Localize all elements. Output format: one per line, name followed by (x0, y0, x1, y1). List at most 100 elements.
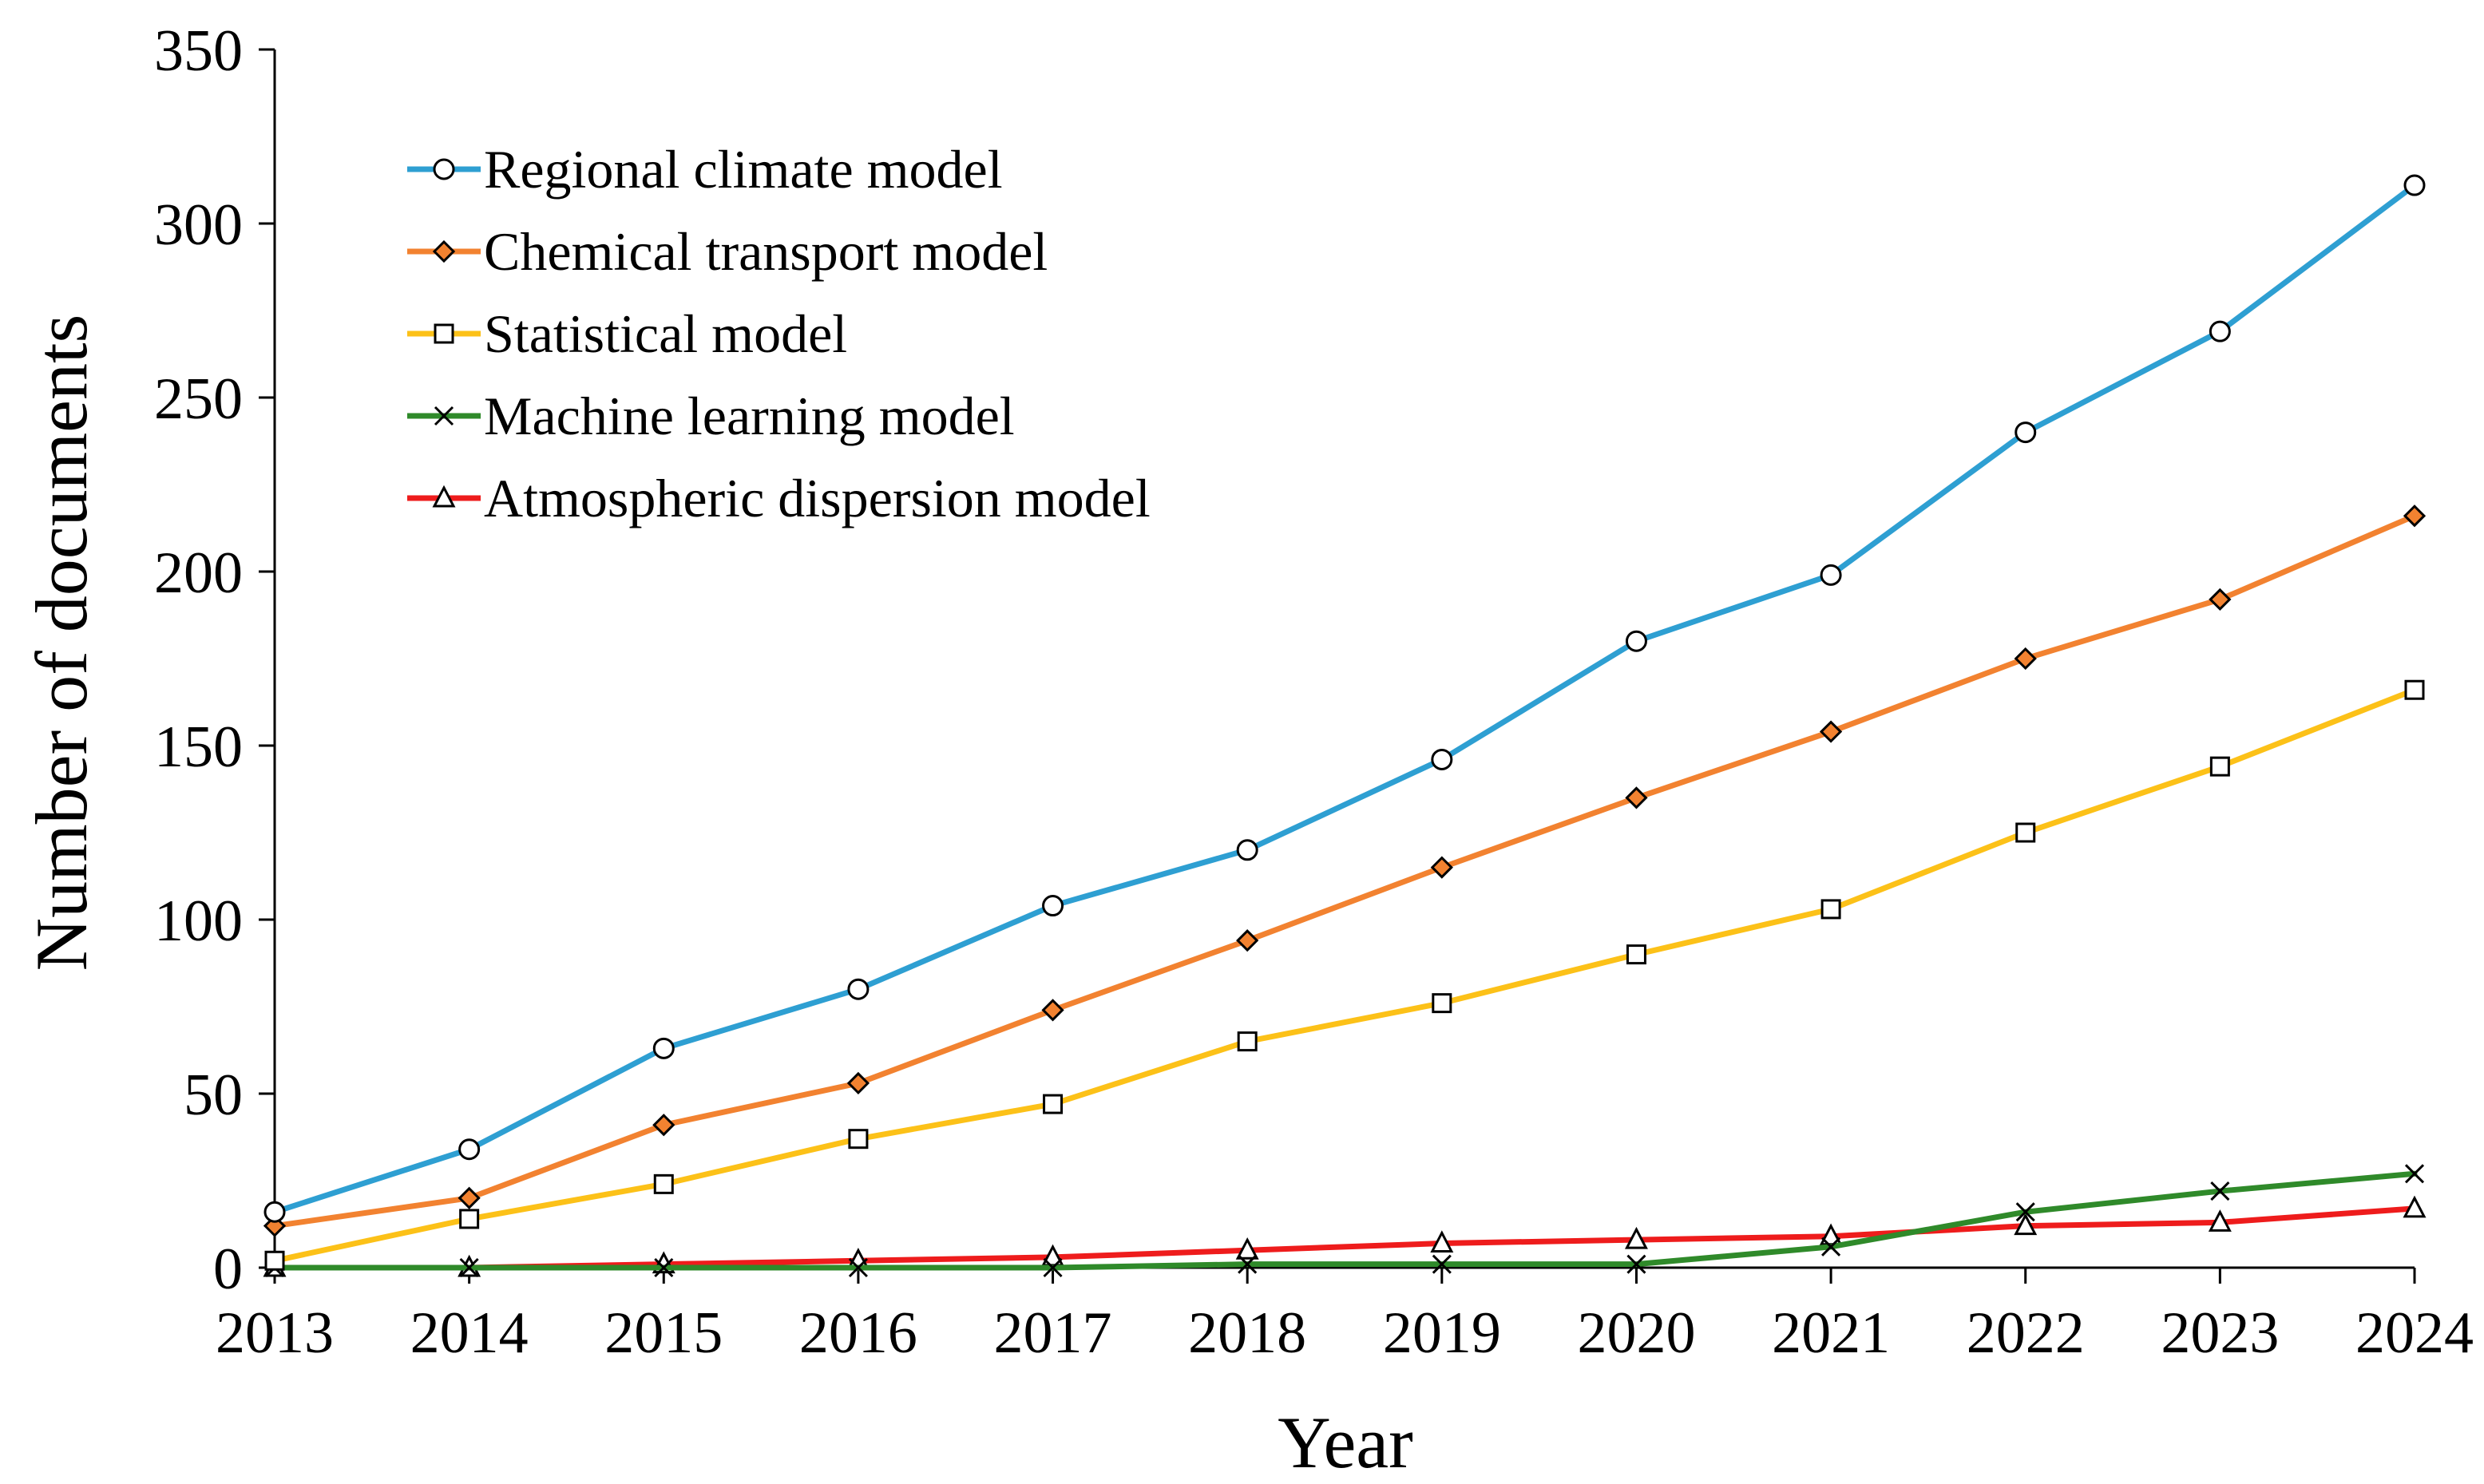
data-point (2403, 505, 2427, 528)
data-point (459, 1257, 479, 1278)
data-point (1432, 1254, 1452, 1274)
data-point (459, 1209, 480, 1229)
data-point (848, 1129, 869, 1150)
series-machine-learning-model (264, 1164, 2425, 1278)
data-point (847, 978, 870, 1000)
legend: Regional climate model Chemical transport… (407, 139, 1151, 528)
data-point (2208, 1209, 2232, 1232)
data-point (1625, 630, 1647, 652)
data-point (2015, 421, 2037, 444)
data-point (2209, 320, 2231, 342)
y-tick-label: 250 (154, 366, 243, 432)
x-tick-label: 2023 (2161, 1300, 2279, 1366)
x-tick-label: 2017 (994, 1300, 1112, 1366)
y-tick-label: 350 (154, 18, 243, 84)
x-tick-label: 2013 (216, 1300, 334, 1366)
series-line (271, 182, 2418, 1215)
series-chemical-transport-model (263, 505, 2427, 1237)
data-point (1431, 748, 1453, 770)
legend-label: Statistical model (484, 303, 847, 364)
data-point (2209, 588, 2232, 611)
data-point (1237, 1031, 1258, 1052)
legend-marker (434, 323, 454, 344)
data-point (1430, 856, 1453, 879)
data-point (1041, 999, 1064, 1022)
data-point (848, 1257, 868, 1278)
data-point (2015, 822, 2036, 843)
legend-item: Statistical model (407, 303, 847, 364)
legend-label: Chemical transport model (484, 221, 1048, 282)
y-tick-label: 200 (154, 540, 243, 606)
data-point (1624, 1226, 1648, 1249)
data-point (2404, 1164, 2425, 1184)
data-point (2014, 1213, 2038, 1236)
data-point (1432, 993, 1452, 1014)
legend-item: Chemical transport model (407, 221, 1048, 282)
data-point (1820, 899, 1841, 920)
legend-item: Regional climate model (407, 139, 1003, 200)
legend-label: Atmospheric dispersion model (484, 468, 1151, 528)
x-tick-label: 2022 (1967, 1300, 2085, 1366)
data-point (653, 1173, 674, 1194)
x-tick-label: 2021 (1772, 1300, 1890, 1366)
y-tick-label: 0 (213, 1237, 243, 1302)
legend-item: Atmospheric dispersion model (407, 468, 1151, 528)
series-line (271, 512, 2418, 1229)
data-point (1430, 1230, 1454, 1252)
y-tick-label: 150 (154, 714, 243, 780)
x-tick-label: 2019 (1383, 1300, 1501, 1366)
x-tick-label: 2015 (604, 1300, 723, 1366)
data-point (2210, 1181, 2230, 1201)
series-regional-climate-model (263, 174, 2426, 1223)
x-tick-label: 2018 (1188, 1300, 1306, 1366)
data-point (2015, 1202, 2035, 1222)
y-tick-label: 300 (154, 192, 243, 258)
data-point (1043, 1257, 1063, 1278)
data-point (1236, 929, 1259, 952)
data-point (2404, 679, 2425, 700)
data-point (654, 1257, 674, 1278)
data-point (264, 1250, 285, 1271)
series-line (271, 1170, 2418, 1271)
data-point (1043, 1094, 1064, 1114)
y-tick-label: 50 (184, 1063, 243, 1128)
data-point (1820, 564, 1842, 586)
x-axis-title: Year (1278, 1402, 1413, 1483)
data-point (1626, 944, 1646, 965)
legend-label: Machine learning model (484, 386, 1015, 446)
data-point (1235, 1237, 1259, 1260)
data-point (2403, 174, 2426, 196)
data-point (1626, 1254, 1646, 1274)
series-statistical-model (264, 679, 2425, 1271)
legend-marker (432, 485, 456, 508)
data-point (2014, 647, 2037, 671)
data-point (2403, 1195, 2427, 1218)
axes: 0 50 100 150 200 250 300 350 2013 2014 2015 2016 201… (154, 18, 2474, 1366)
legend-marker (434, 406, 454, 426)
legend-marker (432, 239, 456, 263)
data-point (1042, 895, 1064, 917)
series-group (263, 174, 2427, 1278)
data-point (263, 1201, 286, 1223)
x-tick-label: 2020 (1577, 1300, 1695, 1366)
x-tick-label: 2016 (799, 1300, 917, 1366)
x-tick-label: 2024 (2355, 1300, 2474, 1366)
data-point (458, 1186, 481, 1209)
data-point (1821, 1237, 1841, 1256)
data-point (1819, 720, 1843, 743)
series-line (271, 1205, 2418, 1271)
legend-label: Regional climate model (484, 139, 1003, 200)
y-tick-label: 100 (154, 888, 243, 954)
data-point (1625, 786, 1648, 809)
legend-item: Machine learning model (407, 386, 1015, 446)
series-line (271, 687, 2418, 1264)
legend-marker (433, 158, 455, 180)
data-point (846, 1071, 870, 1095)
data-point (652, 1037, 675, 1059)
data-point (2209, 756, 2230, 777)
data-point (458, 1138, 481, 1161)
data-point (1238, 1254, 1258, 1274)
y-axis-title: Number of documents (21, 315, 102, 972)
data-point (652, 1114, 675, 1137)
